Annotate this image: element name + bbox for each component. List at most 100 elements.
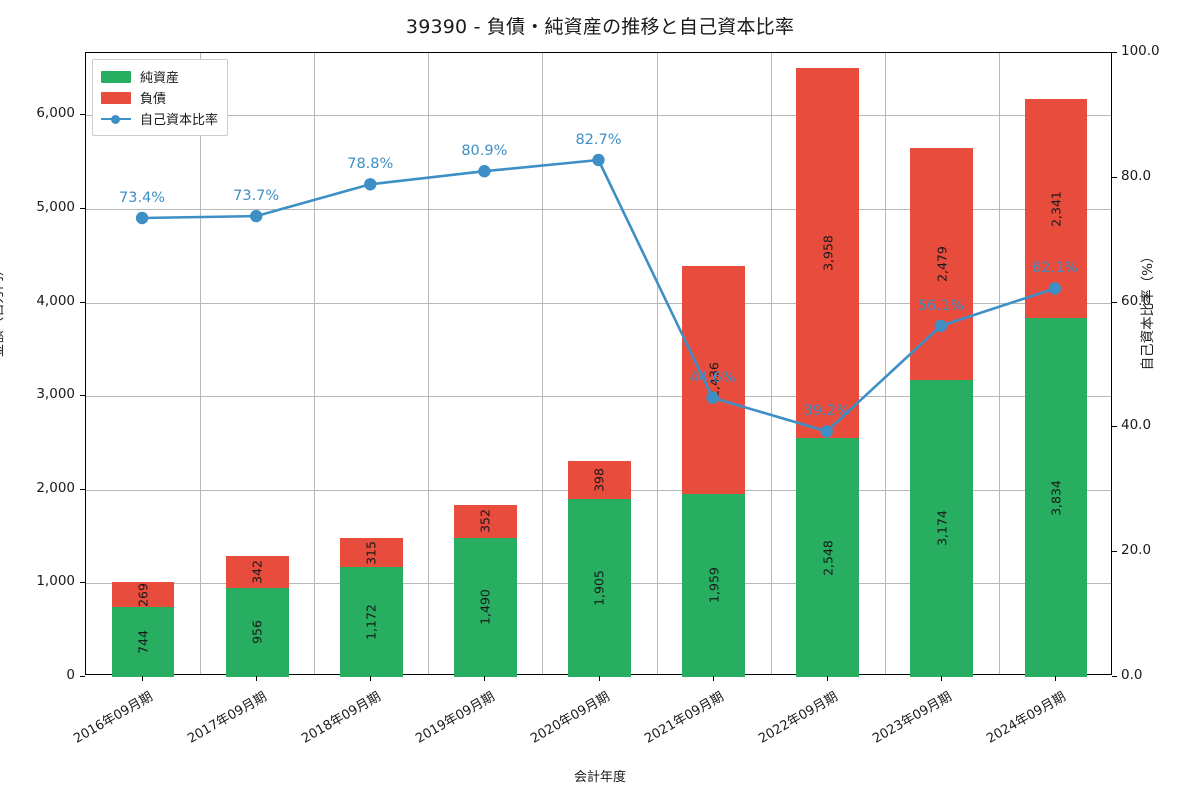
x-axis-tick: 2024年09月期 xyxy=(984,689,1069,747)
tick-mark xyxy=(1112,426,1117,428)
bar-segment-net-assets[interactable]: 1,172 xyxy=(339,567,403,677)
bar-segment-liabilities[interactable]: 2,479 xyxy=(910,147,974,380)
bar-value-label: 2,479 xyxy=(934,245,950,282)
tick-mark xyxy=(1112,52,1117,53)
legend-swatch-icon xyxy=(101,70,131,83)
y-axis-tick-right: 80.0 xyxy=(1121,167,1152,184)
x-axis-tick: 2022年09月期 xyxy=(755,689,841,747)
tick-mark xyxy=(1112,301,1117,303)
gridline-v xyxy=(542,53,544,674)
x-axis-title: 会計年度 xyxy=(573,770,626,785)
tick-mark xyxy=(370,676,372,681)
bar-value-label: 744 xyxy=(135,630,151,655)
bar-value-label: 3,834 xyxy=(1048,479,1064,516)
y-axis-tick-right: 100.0 xyxy=(1121,43,1160,59)
tick-mark xyxy=(598,676,600,681)
bar-segment-net-assets[interactable]: 2,548 xyxy=(796,438,860,677)
bar-stack[interactable]: 2,341 3,834 xyxy=(1024,99,1088,677)
gridline-v xyxy=(998,53,1000,674)
tick-mark xyxy=(1112,176,1117,178)
tick-mark xyxy=(80,582,85,584)
y-axis-title-left: 金額（百万円） xyxy=(0,262,6,358)
legend-item[interactable]: 純資産 xyxy=(101,66,218,87)
gridline-v xyxy=(314,53,316,674)
bar-stack[interactable]: 2,436 1,959 xyxy=(682,265,745,677)
tick-mark xyxy=(1054,676,1056,681)
bar-value-label: 3,958 xyxy=(820,235,836,272)
bar-value-label: 1,172 xyxy=(363,604,379,641)
bar-segment-liabilities[interactable]: 2,341 xyxy=(1024,99,1088,319)
ratio-value-label: 44.6% xyxy=(689,369,736,386)
y-axis-tick-left: 0 xyxy=(66,667,75,683)
legend-item[interactable]: 負債 xyxy=(101,87,218,108)
bar-stack[interactable]: 269 744 xyxy=(111,582,175,677)
bar-segment-liabilities[interactable]: 3,958 xyxy=(796,68,860,439)
ratio-value-label: 80.9% xyxy=(461,143,508,160)
bar-segment-net-assets[interactable]: 1,959 xyxy=(682,493,745,677)
legend-label: 純資産 xyxy=(140,71,180,86)
tick-mark xyxy=(484,676,486,681)
bar-stack[interactable]: 2,479 3,174 xyxy=(910,147,974,677)
x-axis-tick: 2017年09月期 xyxy=(185,689,270,747)
bar-segment-net-assets[interactable]: 1,905 xyxy=(568,498,631,677)
bar-value-label: 1,959 xyxy=(706,567,722,604)
bar-segment-liabilities[interactable]: 352 xyxy=(454,504,517,538)
bar-stack[interactable]: 352 1,490 xyxy=(454,504,517,677)
y-axis-tick-right: 20.0 xyxy=(1121,542,1152,559)
bar-segment-liabilities[interactable]: 269 xyxy=(111,582,175,608)
ratio-value-label: 73.7% xyxy=(233,188,280,205)
bar-segment-net-assets[interactable]: 3,174 xyxy=(910,379,974,677)
x-axis-tick: 2023年09月期 xyxy=(870,689,955,747)
y-axis-tick-left: 5,000 xyxy=(36,199,75,215)
tick-mark xyxy=(940,676,942,681)
gridline-v xyxy=(656,53,658,674)
bar-value-label: 2,548 xyxy=(820,539,836,576)
bar-value-label: 398 xyxy=(591,468,607,492)
bar-segment-net-assets[interactable]: 956 xyxy=(225,587,289,677)
y-axis-tick-left: 2,000 xyxy=(36,479,75,496)
bar-value-label: 1,905 xyxy=(591,569,607,606)
legend-swatch-icon xyxy=(101,91,131,104)
legend-line-icon xyxy=(101,113,131,125)
tick-mark xyxy=(826,676,828,681)
bar-value-label: 315 xyxy=(363,540,379,565)
tick-mark xyxy=(712,676,714,681)
bar-stack[interactable]: 315 1,172 xyxy=(339,537,403,677)
bar-value-label: 1,490 xyxy=(477,589,493,626)
bar-stack[interactable]: 398 1,905 xyxy=(568,461,631,677)
bar-segment-liabilities[interactable]: 342 xyxy=(225,555,289,588)
x-axis-tick: 2019年09月期 xyxy=(413,689,498,747)
ratio-value-label: 62.1% xyxy=(1031,260,1078,277)
tick-mark xyxy=(80,395,85,397)
chart-title: 39390 - 負債・純資産の推移と自己資本比率 xyxy=(405,16,795,38)
ratio-value-label: 73.4% xyxy=(119,189,166,206)
y-axis-tick-left: 4,000 xyxy=(36,292,75,309)
ratio-value-label: 39.2% xyxy=(803,403,850,420)
bar-value-label: 352 xyxy=(477,509,493,533)
tick-mark xyxy=(80,301,85,303)
bar-segment-net-assets[interactable]: 3,834 xyxy=(1024,318,1088,677)
bar-segment-liabilities[interactable]: 398 xyxy=(568,461,631,499)
tick-mark xyxy=(256,676,258,681)
y-axis-tick-left: 3,000 xyxy=(36,386,75,403)
bar-segment-net-assets[interactable]: 744 xyxy=(111,607,175,677)
gridline-v xyxy=(428,53,430,674)
tick-mark xyxy=(80,676,85,677)
bar-segment-net-assets[interactable]: 1,490 xyxy=(454,537,517,677)
gridline-v xyxy=(200,53,202,674)
gridline-v xyxy=(770,53,772,674)
tick-mark xyxy=(80,208,85,209)
bar-value-label: 342 xyxy=(249,559,265,584)
bar-value-label: 956 xyxy=(249,620,265,645)
bar-stack[interactable]: 3,958 2,548 xyxy=(796,68,860,677)
y-axis-tick-left: 1,000 xyxy=(36,573,75,590)
gridline-h xyxy=(86,115,1111,117)
y-axis-title-right: 自己資本比率（%） xyxy=(1140,249,1156,371)
bar-stack[interactable]: 342 956 xyxy=(225,555,289,677)
ratio-value-label: 78.8% xyxy=(347,156,394,173)
legend-label: 自己資本比率 xyxy=(140,113,219,128)
bar-segment-liabilities[interactable]: 315 xyxy=(339,537,403,568)
ratio-value-label: 56.1% xyxy=(917,297,964,314)
legend-item[interactable]: 自己資本比率 xyxy=(101,108,218,129)
